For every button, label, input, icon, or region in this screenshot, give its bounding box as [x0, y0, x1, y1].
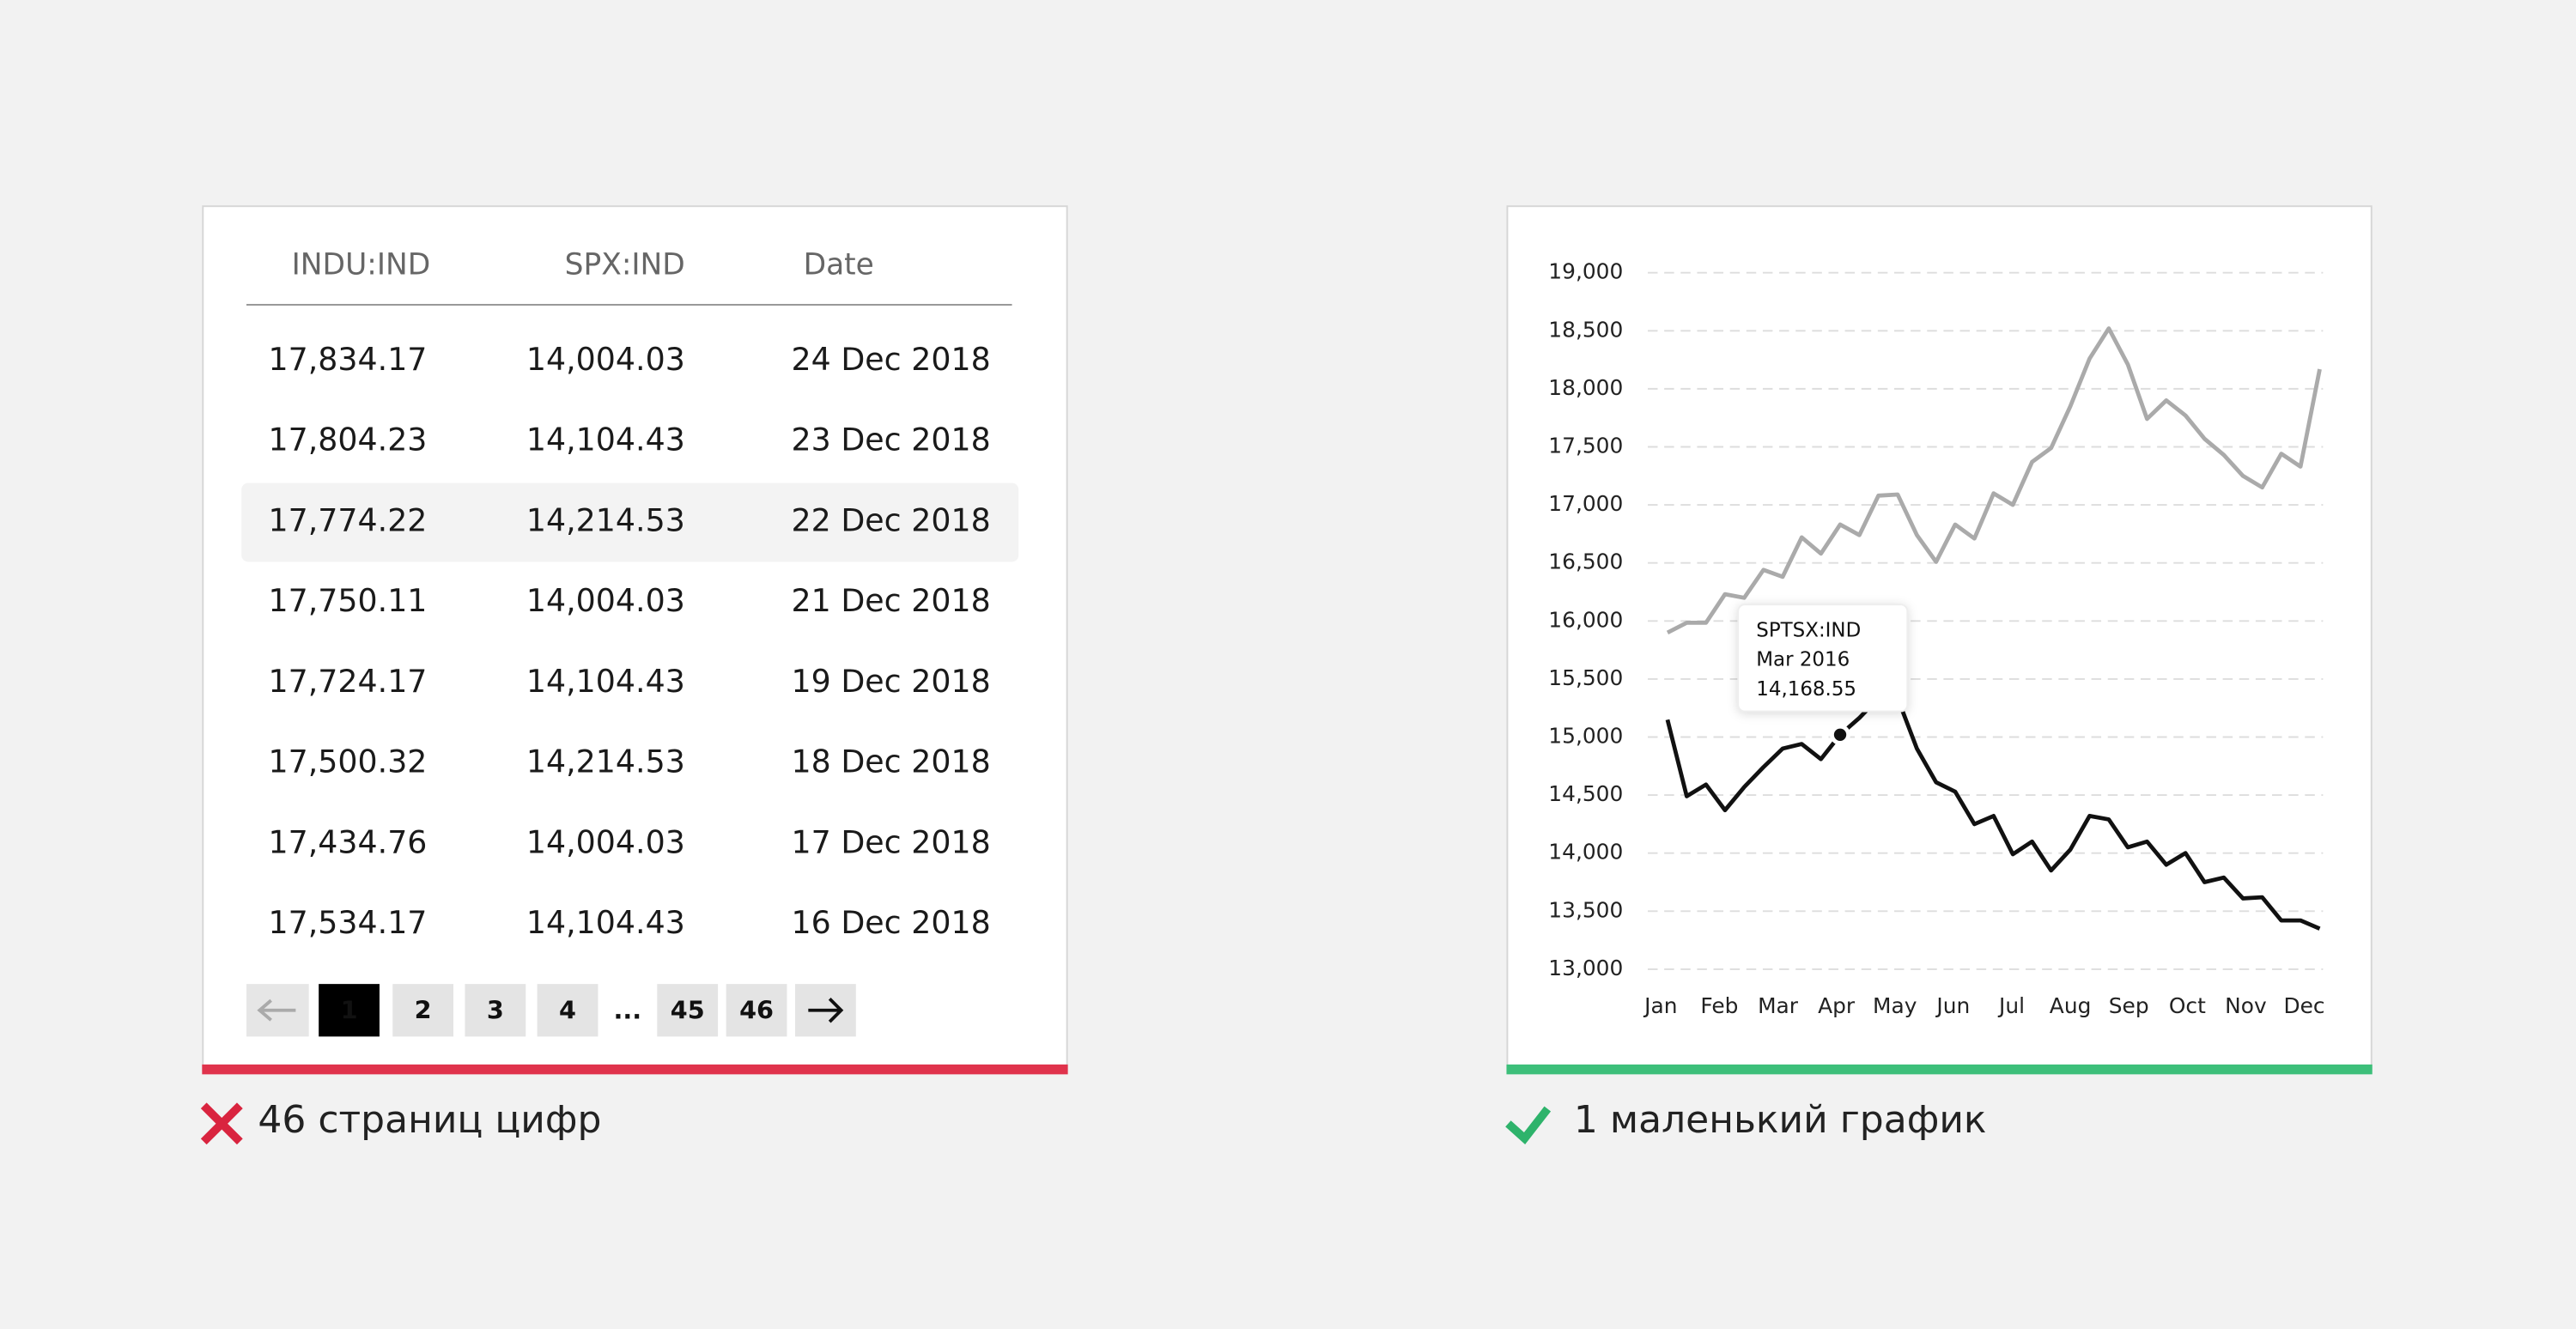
y-tick-label: 16,500: [1548, 549, 1623, 574]
x-tick-label: Apr: [1818, 993, 1856, 1018]
cell: 17,774.22: [268, 502, 427, 539]
cell: 14,004.03: [526, 824, 685, 861]
cell: 14,214.53: [526, 502, 685, 539]
column-header: Date: [804, 248, 874, 282]
cell: 17,724.17: [268, 663, 427, 700]
page-button[interactable]: [537, 984, 598, 1037]
cell: 17,834.17: [268, 341, 427, 378]
y-tick-label: 19,000: [1548, 259, 1623, 284]
y-tick-label: 18,000: [1548, 375, 1623, 400]
cell: 18 Dec 2018: [792, 743, 991, 780]
y-tick-label: 13,000: [1548, 956, 1623, 980]
column-header: SPX:IND: [565, 248, 685, 282]
x-tick-label: Mar: [1758, 993, 1799, 1018]
cell: 14,214.53: [526, 743, 685, 780]
row-highlight: [241, 482, 1019, 562]
series-line: [1666, 326, 2322, 635]
page-label[interactable]: 4: [559, 996, 576, 1025]
cell: 17,804.23: [268, 422, 427, 458]
cell: 21 Dec 2018: [792, 582, 991, 619]
page-label[interactable]: 1: [341, 996, 358, 1025]
cell: 17,534.17: [268, 904, 427, 941]
cell: 24 Dec 2018: [792, 341, 991, 378]
hover-point: [1830, 724, 1850, 745]
y-tick-label: 13,500: [1548, 897, 1623, 922]
tooltip-box: [1737, 604, 1909, 713]
table-card: [202, 205, 1068, 1071]
page-label: ...: [614, 996, 642, 1025]
cell: 17,500.32: [268, 743, 427, 780]
x-tick-label: Sep: [2109, 993, 2149, 1018]
cross-icon: [200, 1102, 243, 1145]
column-header: INDU:IND: [292, 248, 431, 282]
y-tick-label: 17,500: [1548, 433, 1623, 458]
y-tick-label: 14,000: [1548, 840, 1623, 865]
cell: 17,434.76: [268, 824, 427, 861]
y-tick-label: 15,000: [1548, 724, 1623, 749]
caption: 46 страниц цифр: [258, 1098, 601, 1142]
page-label[interactable]: 46: [739, 996, 774, 1025]
cell: 22 Dec 2018: [792, 502, 991, 539]
x-tick-label: Nov: [2225, 993, 2267, 1018]
check-icon: [1505, 1106, 1552, 1144]
y-tick-label: 16,000: [1548, 607, 1623, 632]
chart-card: [1506, 205, 2372, 1071]
cell: 14,104.43: [526, 422, 685, 458]
x-tick-label: Dec: [2283, 993, 2324, 1018]
cell: 14,004.03: [526, 341, 685, 378]
cell: 23 Dec 2018: [792, 422, 991, 458]
page-button[interactable]: [657, 984, 719, 1037]
page-label[interactable]: 2: [415, 996, 432, 1025]
x-tick-label: May: [1873, 993, 1917, 1018]
page-label[interactable]: 45: [671, 996, 705, 1025]
series-line: [1665, 695, 2321, 931]
y-tick-label: 18,500: [1548, 317, 1623, 342]
x-tick-label: Jul: [1997, 993, 2025, 1018]
cell: 19 Dec 2018: [792, 663, 991, 700]
tooltip-text: SPTSX:IND: [1756, 619, 1861, 641]
x-tick-label: Aug: [2050, 993, 2092, 1018]
page-button[interactable]: [319, 984, 380, 1037]
x-tick-label: Feb: [1700, 993, 1738, 1018]
tooltip-text: 14,168.55: [1756, 678, 1856, 701]
cell: 14,104.43: [526, 904, 685, 941]
y-tick-label: 17,000: [1548, 491, 1623, 516]
cell: 17 Dec 2018: [792, 824, 991, 861]
cell: 14,004.03: [526, 582, 685, 619]
caption: 1 маленький график: [1574, 1098, 1987, 1142]
x-tick-label: Oct: [2169, 993, 2206, 1018]
cell: 17,750.11: [268, 582, 427, 619]
x-tick-label: Jun: [1935, 993, 1970, 1018]
page-label[interactable]: 3: [487, 996, 504, 1025]
cell: 16 Dec 2018: [792, 904, 991, 941]
tooltip-text: Mar 2016: [1756, 649, 1850, 671]
bad-bar: [202, 1064, 1068, 1075]
good-bar: [1506, 1064, 2372, 1075]
x-tick-label: Jan: [1643, 993, 1677, 1018]
cell: 14,104.43: [526, 663, 685, 700]
page-button[interactable]: [465, 984, 526, 1037]
page-button[interactable]: [726, 984, 787, 1037]
prev-arrow: [257, 998, 296, 1022]
next-arrow: [808, 997, 844, 1023]
y-tick-label: 15,500: [1548, 665, 1623, 690]
y-tick-label: 14,500: [1548, 781, 1623, 806]
page-button[interactable]: [392, 984, 454, 1037]
